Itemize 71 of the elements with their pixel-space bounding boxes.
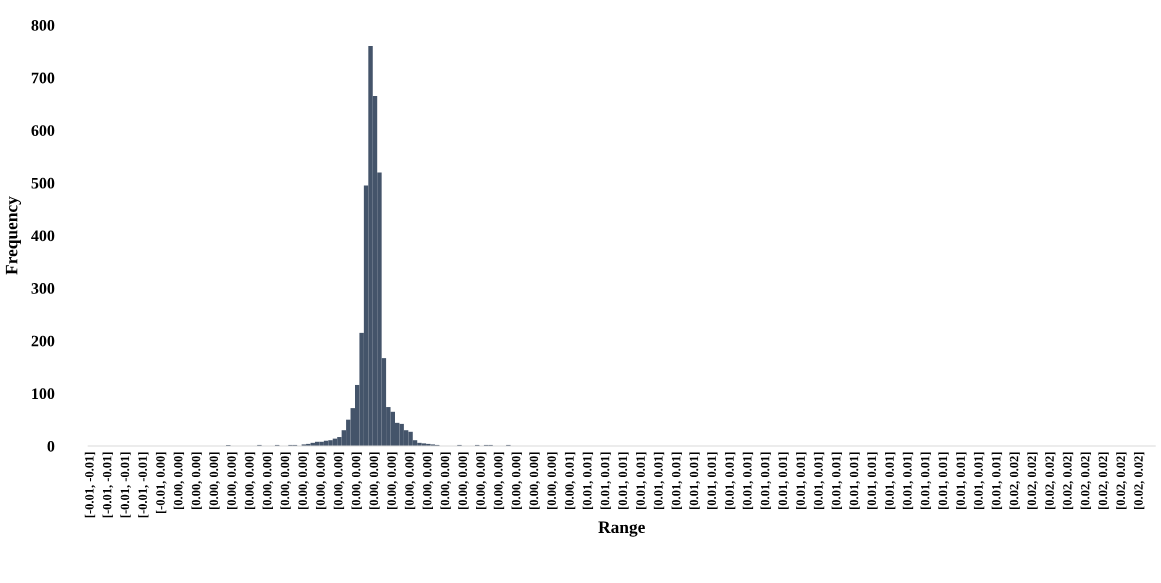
y-tick-label: 0 [47,440,55,452]
x-tick-label: [-0.01, 0.00] [155,452,167,514]
x-tick-label: [0.00, 0.00] [404,452,416,509]
x-tick-label: [0.01, 0.01] [689,452,701,509]
y-tick-label: 600 [31,125,55,136]
x-tick-label: [0.01, 0.01] [813,452,825,509]
x-tick-label: [0.00, 0.00] [529,452,540,509]
x-tick-label: [0.00, 0.00] [333,452,345,509]
x-tick-label: [0.00, 0.00] [262,452,274,509]
x-tick-label: [0.00, 0.00] [440,452,452,509]
x-tick-label: [0.01, 0.01] [636,452,647,509]
x-tick-label: [0.02, 0.02] [1045,452,1056,509]
x-tick-label: [0.02, 0.02] [1027,452,1038,509]
x-tick-label: [0.01, 0.01] [671,452,683,509]
x-tick-label: [0.00, 0.00] [227,452,238,509]
x-tick-label: [0.00, 0.00] [387,452,398,509]
x-tick-label: [0.02, 0.02] [1133,452,1145,509]
x-tick-label: [0.01, 0.01] [742,452,754,509]
y-tick-label: 200 [31,335,55,347]
x-tick-label: [0.00, 0.00] [422,452,434,509]
x-tick-label: [0.02, 0.02] [1062,452,1074,509]
y-tick-label: 100 [32,388,55,400]
x-tick-label: [0.02, 0.02] [1080,452,1092,509]
x-tick-label: [0.01, 0.01] [707,452,718,509]
x-tick-label: [0.01, 0.01] [867,452,878,509]
x-tick-label: [0.00, 0.00] [351,452,363,509]
x-tick-label: [0.01, 0.01] [991,452,1003,509]
y-tick-label: 300 [31,283,55,294]
x-tick-label: [0.00, 0.00] [493,452,505,509]
x-tick-label: [0.00, 0.00] [191,452,203,509]
x-tick-label: [0.00, 0.00] [369,452,380,509]
y-tick-label: 500 [31,177,55,189]
x-tick-label: [0.00, 0.00] [209,452,220,509]
y-tick-label: 800 [31,19,55,31]
x-tick-label: [0.00, 0.00] [280,452,292,509]
x-tick-label: [0.01, 0.01] [973,452,985,509]
x-tick-label: [0.00, 0.00] [476,452,487,509]
x-tick-label: [0.01, 0.01] [653,452,665,509]
x-tick-label: [0.01, 0.01] [849,452,861,509]
x-tick-label: [0.00, 0.00] [298,452,309,509]
x-tick-label: [0.01, 0.01] [885,452,896,509]
x-tick-label: [0.01, 0.01] [902,452,914,509]
y-tick-label: 400 [31,230,55,242]
x-tick-label: [0.00, 0.01] [564,452,576,509]
y-tick-label: 700 [31,72,55,84]
x-tick-label: [0.01, 0.01] [778,452,789,509]
x-tick-label: [0.00, 0.00] [511,452,523,509]
x-tick-label: [0.00, 0.00] [244,452,256,509]
x-tick-label: [-0.01, -0.01] [102,452,114,518]
x-tick-label: [-0.01, -0.01] [120,452,131,518]
x-tick-label: [0.02, 0.02] [1009,452,1021,509]
x-axis-title: Range [598,521,645,537]
x-tick-label: [0.01, 0.01] [796,452,807,509]
x-tick-label: [0.01, 0.01] [760,452,772,509]
x-tick-label: [0.00, 0.00] [458,452,469,509]
x-tick-label: [0.00, 0.00] [315,452,327,509]
x-tick-label: [0.00, 0.00] [173,452,185,509]
x-tick-label: [0.01, 0.01] [724,452,736,509]
x-tick-label: [0.01, 0.01] [920,452,932,509]
x-tick-label: [0.02, 0.02] [1098,452,1110,509]
x-tick-label: [0.01, 0.01] [956,452,967,509]
x-tick-label: [0.00, 0.00] [547,452,558,509]
x-tick-label: [0.01, 0.01] [582,452,594,509]
x-tick-label: [0.01, 0.01] [831,452,843,509]
x-tick-label: [0.01, 0.01] [600,452,612,509]
x-tick-label: [-0.01, -0.01] [84,452,96,518]
x-tick-label: [-0.01, -0.01] [138,452,149,518]
y-axis-title: Frequency [5,196,22,275]
x-tick-label: [0.01, 0.01] [618,452,629,509]
x-tick-label: [0.02, 0.02] [1116,452,1127,509]
x-tick-label: [0.01, 0.01] [938,452,949,509]
